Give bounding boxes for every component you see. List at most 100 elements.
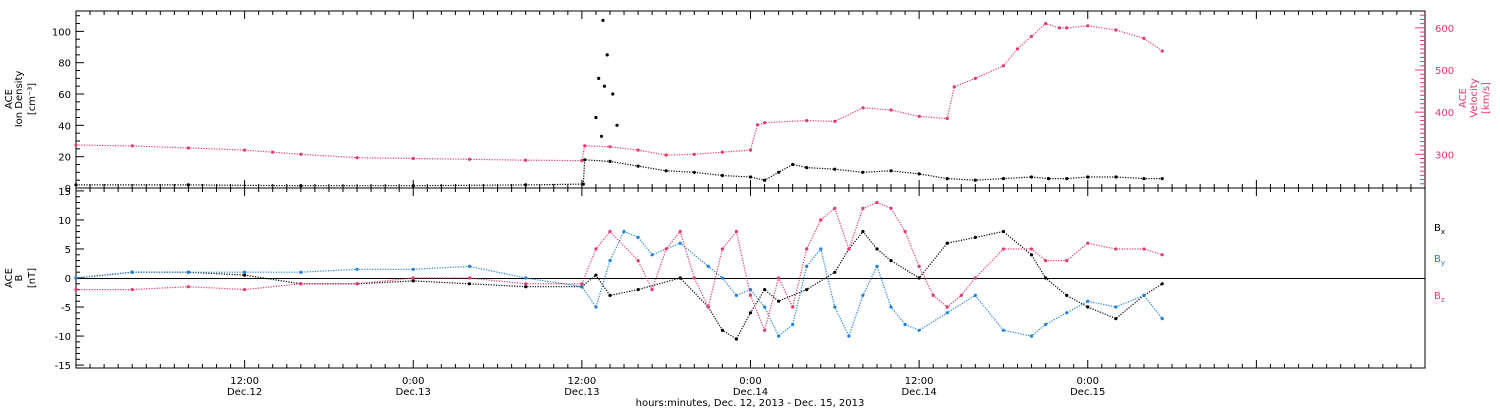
- date-tick-label: Dec.14: [733, 387, 768, 398]
- density-point: [692, 170, 696, 174]
- velocity-point: [917, 114, 921, 118]
- density-point: [1142, 177, 1146, 181]
- density-point: [748, 175, 753, 179]
- by-point: [411, 267, 415, 271]
- by-point: [889, 305, 893, 309]
- velocity-point: [692, 152, 696, 156]
- bz-point: [1114, 247, 1118, 251]
- bz-point: [748, 293, 753, 297]
- by-point: [973, 293, 977, 297]
- density-point: [889, 169, 893, 173]
- bz-point: [1086, 241, 1090, 245]
- b-axis-label-line2: B: [14, 274, 25, 281]
- panel-magnetic-field: -15 -10 -5 0 5 10 15 ACE B [nT] Bx By Bz: [4, 187, 1445, 372]
- density-point: [777, 170, 781, 174]
- bz-point: [889, 206, 893, 210]
- by-point: [186, 270, 190, 274]
- by-point: [243, 270, 247, 274]
- velocity-point: [1029, 34, 1034, 38]
- density-point: [763, 178, 767, 182]
- by-point: [650, 253, 654, 257]
- bx-point: [875, 247, 879, 251]
- velocity-point: [524, 158, 528, 162]
- bx-point: [763, 288, 767, 292]
- bz-point: [819, 218, 823, 222]
- date-tick-label: Dec.15: [1070, 387, 1105, 398]
- bx-point: [1114, 317, 1118, 321]
- velocity-point: [763, 121, 767, 125]
- velocity-point: [1015, 47, 1020, 51]
- b-axis-label-line3: [nT]: [27, 268, 38, 288]
- bz-point: [959, 293, 963, 297]
- velocity-point: [861, 106, 865, 110]
- bx-point: [720, 328, 725, 332]
- density-point: [186, 183, 190, 187]
- density-spike-point: [597, 76, 601, 80]
- bx-point: [1044, 276, 1048, 280]
- by-point: [74, 276, 78, 280]
- velocity-point: [805, 119, 809, 123]
- by-point: [833, 305, 837, 309]
- density-point: [720, 173, 725, 178]
- bz-point: [791, 305, 795, 309]
- bx-point: [594, 273, 598, 277]
- velocity-point: [74, 143, 78, 147]
- bx-point: [805, 288, 809, 292]
- density-spike-point: [611, 92, 615, 96]
- density-spike-point: [605, 53, 609, 57]
- by-series: [74, 229, 1164, 338]
- by-point: [903, 322, 907, 327]
- density-tick-label: 80: [58, 59, 71, 70]
- density-point: [833, 167, 837, 171]
- date-tick-label: Dec.13: [564, 387, 599, 398]
- bz-point: [875, 200, 879, 205]
- velocity-point: [1114, 28, 1118, 32]
- bx-point: [748, 311, 753, 315]
- bx-point: [1086, 305, 1090, 309]
- velocity-point: [583, 144, 587, 148]
- by-point: [720, 276, 725, 280]
- bz-point: [1160, 253, 1164, 257]
- bz-point: [847, 247, 851, 251]
- bx-point: [917, 276, 921, 280]
- by-point: [945, 311, 949, 315]
- bz-point: [917, 264, 921, 268]
- time-axis-caption: hours:minutes, Dec. 12, 2013 - Dec. 15, …: [636, 398, 865, 409]
- time-tick-label: 12:00: [905, 376, 934, 387]
- bx-point: [467, 282, 472, 286]
- by-point: [355, 267, 359, 271]
- velocity-point: [952, 85, 956, 89]
- panel-bottom-x-minor-ticks: [75, 188, 1426, 368]
- density-point: [861, 170, 865, 174]
- date-tick-label: Dec.14: [901, 387, 936, 398]
- velocity-point: [889, 108, 893, 112]
- velocity-point: [1142, 36, 1146, 41]
- time-tick-label: 0:00: [1077, 376, 1099, 387]
- density-tick-label: 0: [65, 184, 71, 195]
- bz-point: [1001, 247, 1006, 251]
- by-point: [1029, 334, 1034, 338]
- density-axis-label-line2: Ion Density: [14, 71, 25, 128]
- density-point: [636, 164, 640, 168]
- bx-point: [1001, 229, 1006, 234]
- density-point: [1046, 177, 1050, 181]
- bz-point: [650, 288, 654, 292]
- bx-point: [636, 288, 640, 292]
- density-axis-label-line1: ACE: [4, 89, 15, 109]
- density-tick-label: 60: [58, 90, 71, 101]
- by-point: [734, 293, 739, 297]
- bz-point: [467, 276, 472, 280]
- by-point: [636, 235, 640, 239]
- velocity-point: [467, 157, 472, 161]
- bz-point: [1142, 247, 1146, 251]
- density-series: [74, 18, 1164, 188]
- panel-top-x-minor-ticks: [75, 11, 1426, 188]
- b-tick-label: -15: [55, 361, 71, 372]
- bx-point: [833, 270, 837, 274]
- velocity-point: [299, 152, 303, 156]
- bx-point: [889, 259, 893, 263]
- bx-point: [243, 273, 247, 277]
- velocity-point: [355, 156, 359, 160]
- bx-point: [1160, 282, 1164, 286]
